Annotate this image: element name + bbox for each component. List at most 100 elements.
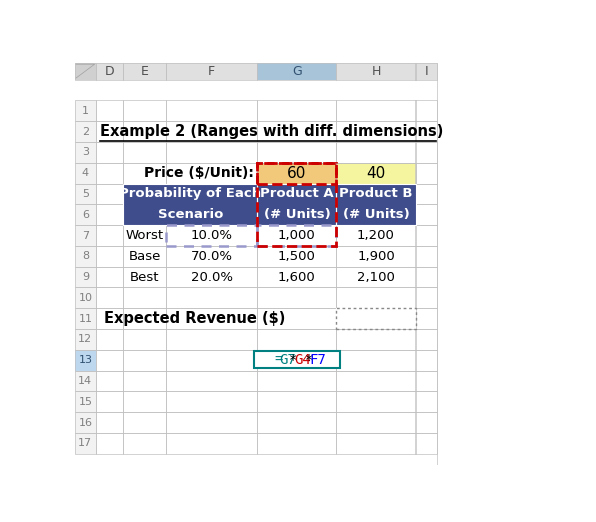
Bar	[257, 371, 337, 392]
Bar	[96, 121, 123, 142]
Bar	[257, 225, 337, 246]
Bar	[96, 142, 123, 163]
Bar	[123, 433, 166, 454]
Bar	[123, 184, 166, 204]
Bar	[257, 163, 337, 184]
Bar	[257, 121, 337, 142]
Bar	[257, 309, 337, 329]
Bar	[96, 121, 123, 142]
Text: Base: Base	[129, 250, 161, 263]
Bar	[96, 63, 123, 79]
Bar	[415, 246, 437, 267]
Bar	[337, 63, 415, 79]
Bar	[337, 142, 415, 163]
Bar	[74, 329, 96, 350]
Bar	[415, 267, 437, 288]
Bar	[96, 100, 123, 121]
Bar	[96, 329, 123, 350]
Bar	[166, 225, 257, 246]
Bar	[123, 412, 166, 433]
Bar	[74, 100, 96, 121]
Bar	[166, 267, 257, 288]
Bar	[166, 371, 257, 392]
Bar	[123, 184, 257, 225]
Bar	[415, 329, 437, 350]
Bar	[415, 63, 437, 79]
Text: 3: 3	[82, 147, 89, 157]
Bar	[96, 163, 123, 184]
Bar	[415, 329, 437, 350]
Bar	[123, 163, 166, 184]
Bar	[96, 392, 123, 412]
Bar	[166, 288, 257, 309]
Bar	[166, 163, 257, 184]
Text: 6: 6	[82, 210, 89, 220]
Text: G4: G4	[294, 353, 311, 367]
Bar	[74, 309, 96, 329]
Bar	[123, 63, 166, 79]
Bar	[96, 225, 123, 246]
Bar	[337, 163, 415, 184]
Bar	[257, 163, 337, 184]
Bar	[96, 371, 123, 392]
Bar	[166, 267, 257, 288]
Bar	[257, 63, 337, 79]
Text: H: H	[371, 65, 381, 78]
Bar	[96, 288, 123, 309]
Text: 10.0%: 10.0%	[191, 229, 232, 242]
Bar	[337, 121, 415, 142]
Bar	[337, 184, 415, 204]
Bar	[257, 392, 337, 412]
Bar	[253, 351, 340, 369]
Text: 1,200: 1,200	[357, 229, 395, 242]
Bar	[415, 163, 437, 184]
Text: =: =	[274, 353, 283, 367]
Bar	[166, 329, 257, 350]
Bar	[257, 184, 337, 225]
Bar	[415, 163, 437, 184]
Text: 4: 4	[82, 168, 89, 178]
Bar	[74, 246, 96, 267]
Bar	[166, 412, 257, 433]
Bar	[337, 63, 415, 79]
Bar	[415, 63, 437, 79]
Bar	[415, 433, 437, 454]
Bar	[96, 412, 123, 433]
Text: 2: 2	[82, 126, 89, 137]
Bar	[123, 350, 166, 371]
Bar	[415, 350, 437, 371]
Bar	[166, 163, 257, 184]
Bar	[257, 204, 337, 225]
Bar	[74, 267, 96, 288]
Bar	[337, 225, 415, 246]
Bar	[123, 225, 166, 246]
Bar	[257, 267, 337, 288]
Bar	[257, 412, 337, 433]
Bar	[96, 63, 123, 79]
Text: Best: Best	[130, 270, 159, 283]
Bar	[166, 392, 257, 412]
Bar	[74, 392, 96, 412]
Text: G7: G7	[280, 353, 296, 367]
Text: I: I	[424, 65, 428, 78]
Text: D: D	[105, 65, 114, 78]
Bar	[74, 204, 96, 225]
Bar	[166, 225, 257, 246]
Bar	[123, 225, 166, 246]
Bar	[96, 392, 123, 412]
Bar	[74, 204, 96, 225]
Bar	[74, 433, 96, 454]
Bar	[337, 309, 415, 329]
Bar	[123, 392, 166, 412]
Bar	[74, 63, 96, 79]
Bar	[415, 142, 437, 163]
Bar	[74, 184, 96, 204]
Bar	[166, 246, 257, 267]
Bar	[415, 204, 437, 225]
Bar	[96, 142, 123, 163]
Bar	[96, 184, 123, 204]
Bar	[74, 184, 96, 204]
Bar	[337, 121, 415, 142]
Bar	[74, 329, 96, 350]
Text: 60: 60	[287, 165, 306, 181]
